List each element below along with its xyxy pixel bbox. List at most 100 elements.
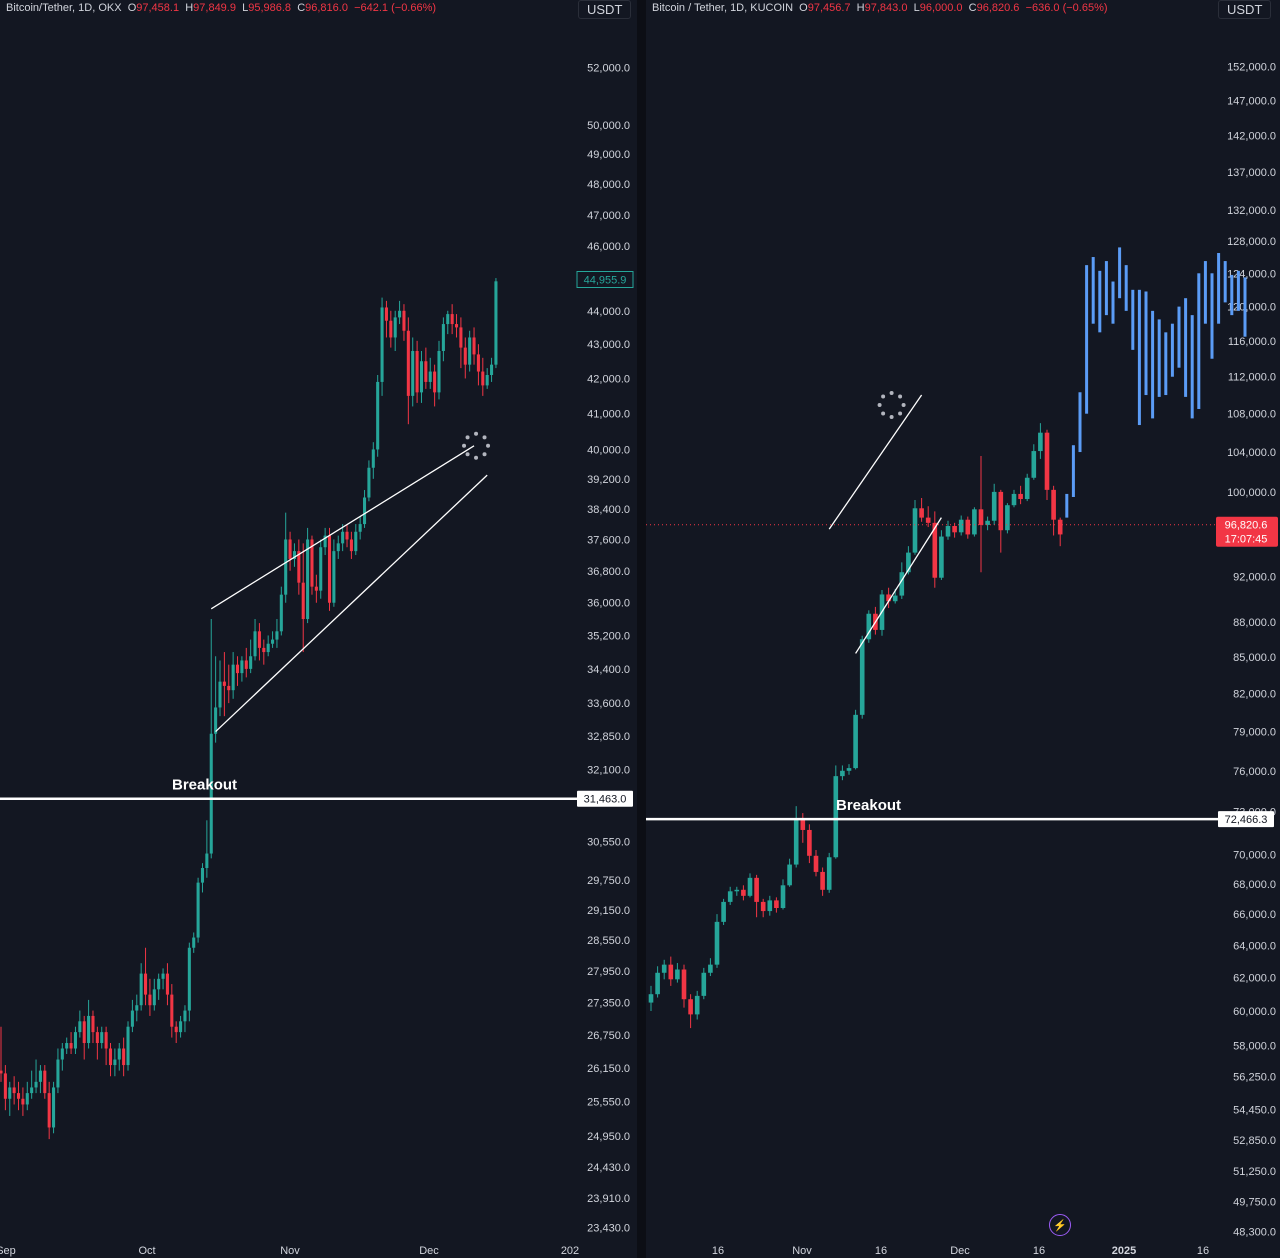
projection-bar xyxy=(1177,306,1181,368)
candle-body xyxy=(912,508,918,553)
candle-body xyxy=(209,733,213,854)
y-tick-label: 48,000.0 xyxy=(587,179,630,191)
left-open: 97,458.1 xyxy=(136,2,180,14)
y-tick-label: 58,000.0 xyxy=(1233,1040,1276,1052)
channel-lower-line xyxy=(215,474,488,733)
x-tick-label: Nov xyxy=(792,1245,812,1257)
candle-body xyxy=(1005,505,1010,531)
candle-body xyxy=(214,707,218,734)
candle-body xyxy=(925,517,931,523)
candle-body xyxy=(384,307,388,321)
x-tick-label: Dec xyxy=(950,1245,970,1257)
candle-body xyxy=(1051,489,1056,520)
last-price-tag xyxy=(576,271,634,289)
marker-dot xyxy=(474,455,479,460)
candle-body xyxy=(406,330,410,396)
y-tick-label: 42,000.0 xyxy=(587,373,630,385)
candle-body xyxy=(341,531,345,544)
candle-body xyxy=(34,1081,38,1088)
y-tick-label: 48,300.0 xyxy=(1233,1226,1276,1238)
x-tick-label: 16 xyxy=(875,1245,887,1257)
y-tick-label: 32,850.0 xyxy=(587,731,630,743)
left-high: 97,849.9 xyxy=(193,2,236,14)
candle-body xyxy=(853,714,858,769)
projection-bar xyxy=(1243,277,1247,337)
left-chart-panel[interactable]: 52,000.0 50,000.0 49,000.0 48,000.0 47,000.0… xyxy=(0,0,637,1258)
candle-body xyxy=(958,519,964,533)
projection-bar xyxy=(1071,445,1075,497)
candle-body xyxy=(69,1043,73,1049)
y-tick-label: 26,150.0 xyxy=(587,1063,630,1075)
candle-body xyxy=(800,820,806,830)
candle-body xyxy=(292,551,296,559)
candle-body xyxy=(354,531,358,552)
candle-body xyxy=(481,371,485,386)
candle-body xyxy=(998,491,1004,531)
projection-bar xyxy=(1118,247,1122,299)
y-tick-label: 92,000.0 xyxy=(1233,572,1276,584)
y-tick-label: 64,000.0 xyxy=(1233,940,1276,952)
candle-body xyxy=(932,522,938,578)
candle-body xyxy=(952,525,957,533)
left-close: 96,816.0 xyxy=(305,2,348,14)
y-tick-label: 88,000.0 xyxy=(1233,617,1276,629)
candle-body xyxy=(833,776,839,858)
y-tick-label: 124,000.0 xyxy=(1227,268,1276,280)
y-tick-label: 40,000.0 xyxy=(587,444,630,456)
candle-body xyxy=(25,1093,29,1105)
right-change: −636.0 (−0.65%) xyxy=(1025,2,1108,14)
projection-bar xyxy=(1230,274,1234,316)
y-tick-label: 54,450.0 xyxy=(1233,1105,1276,1117)
left-chart-canvas[interactable]: 52,000.0 50,000.0 49,000.0 48,000.0 47,000.0… xyxy=(0,0,637,1258)
candle-body xyxy=(820,871,825,890)
y-tick-label: 56,250.0 xyxy=(1233,1072,1276,1084)
projection-bar xyxy=(1065,493,1069,518)
projection-bar xyxy=(1190,315,1194,419)
right-chart-panel[interactable]: 152,000.0 147,000.0 142,000.0 137,000.0 132,… xyxy=(646,0,1280,1258)
candle-body xyxy=(978,509,984,525)
right-currency-button[interactable]: USDT xyxy=(1218,0,1272,19)
candle-body xyxy=(906,552,911,573)
candle-body xyxy=(8,1087,12,1099)
y-tick-label: 46,000.0 xyxy=(587,241,630,253)
candle-body xyxy=(323,535,327,548)
left-low: 95,986.8 xyxy=(248,2,292,14)
candle-body xyxy=(227,685,231,691)
x-tick-label: Nov xyxy=(280,1245,300,1257)
candle-body xyxy=(734,889,740,892)
candle-body xyxy=(38,1070,42,1082)
y-tick-label: 27,950.0 xyxy=(587,966,630,978)
candle-body xyxy=(892,595,898,602)
candle-body xyxy=(714,921,720,965)
lightning-icon[interactable]: ⚡ xyxy=(1049,1214,1071,1236)
candle-body xyxy=(231,664,235,691)
x-tick-label: 2025 xyxy=(1112,1245,1136,1257)
candle-body xyxy=(52,1087,56,1128)
projection-bar xyxy=(1131,289,1135,350)
y-tick-label: 23,430.0 xyxy=(587,1223,630,1235)
candle-body xyxy=(376,381,380,450)
pane-divider[interactable] xyxy=(637,0,646,1258)
marker-dot xyxy=(889,415,894,420)
candle-body xyxy=(161,973,165,979)
candle-body xyxy=(419,361,424,393)
candle-body xyxy=(262,647,266,653)
candle-body xyxy=(16,1093,21,1099)
projection-bar xyxy=(1223,261,1227,303)
candle-body xyxy=(675,969,680,980)
candle-body xyxy=(244,660,248,669)
candle-body xyxy=(1018,493,1023,500)
candle-body xyxy=(463,347,467,365)
candle-body xyxy=(327,535,332,603)
y-tick-label: 79,000.0 xyxy=(1233,726,1276,738)
left-currency-button[interactable]: USDT xyxy=(578,0,632,19)
y-tick-label: 62,000.0 xyxy=(1233,973,1276,985)
y-tick-label: 128,000.0 xyxy=(1227,236,1276,248)
right-high: 97,843.0 xyxy=(864,2,908,14)
right-chart-canvas[interactable]: 152,000.0 147,000.0 142,000.0 137,000.0 132,… xyxy=(646,0,1280,1258)
candle-body xyxy=(767,900,773,912)
candle-body xyxy=(648,994,654,1003)
candle-body xyxy=(727,891,733,902)
candle-body xyxy=(965,519,971,535)
candle-body xyxy=(741,889,746,896)
